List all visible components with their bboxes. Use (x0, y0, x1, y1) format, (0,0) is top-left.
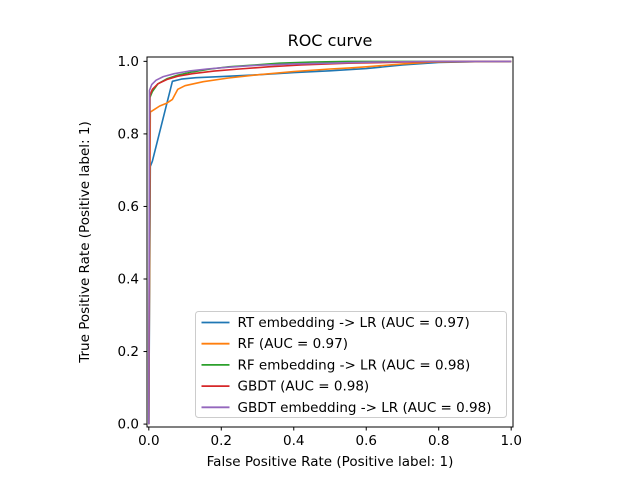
y-tick-label: 0.2 (118, 344, 139, 360)
legend-item-rf: RF (AUC = 0.97) (201, 336, 348, 352)
legend-item-gbdt: GBDT (AUC = 0.98) (201, 379, 370, 395)
y-tick-label: 0.0 (118, 417, 139, 433)
legend-label-gbdt-embedding-lr: GBDT embedding -> LR (AUC = 0.98) (238, 400, 492, 416)
legend-item-rf-embedding-lr: RF embedding -> LR (AUC = 0.98) (201, 357, 471, 373)
x-tick-label: 0.2 (211, 433, 232, 449)
x-axis-label: False Positive Rate (Positive label: 1) (207, 454, 454, 470)
x-tick-label: 1.0 (500, 433, 521, 449)
y-tick-label: 0.6 (118, 199, 139, 215)
roc-curve-gbdt-embedding-lr (148, 60, 512, 425)
y-tick-label: 0.4 (118, 272, 139, 288)
y-axis-label: True Positive Rate (Positive label: 1) (77, 121, 93, 364)
roc-curve-rf (148, 60, 512, 425)
plot-layer: 0.0 0.2 0.4 0.6 0.8 1.0 0.0 0.2 0.4 0.6 0.8 1.0 RT e… (118, 54, 522, 449)
x-tick-label: 0.6 (355, 433, 376, 449)
legend-label-rt-embedding-lr: RT embedding -> LR (AUC = 0.97) (238, 315, 470, 331)
y-tick-label: 1.0 (118, 54, 139, 70)
x-tick-label: 0.4 (283, 433, 304, 449)
y-tick-label: 0.8 (118, 126, 139, 142)
chart-title: ROC curve (288, 31, 373, 50)
x-tick-label: 0.8 (428, 433, 449, 449)
roc-curve-rf-embedding-lr (148, 60, 512, 425)
legend: RT embedding -> LR (AUC = 0.97) RF (AUC =… (195, 311, 507, 418)
legend-label-gbdt: GBDT (AUC = 0.98) (238, 379, 370, 395)
legend-item-rt-embedding-lr: RT embedding -> LR (AUC = 0.97) (201, 315, 470, 331)
legend-label-rf: RF (AUC = 0.97) (238, 336, 348, 352)
x-tick-label: 0.0 (138, 433, 159, 449)
legend-item-gbdt-embedding-lr: GBDT embedding -> LR (AUC = 0.98) (201, 400, 492, 416)
legend-frame (195, 311, 507, 418)
axes-spines (146, 56, 514, 428)
legend-label-rf-embedding-lr: RF embedding -> LR (AUC = 0.98) (238, 357, 471, 373)
